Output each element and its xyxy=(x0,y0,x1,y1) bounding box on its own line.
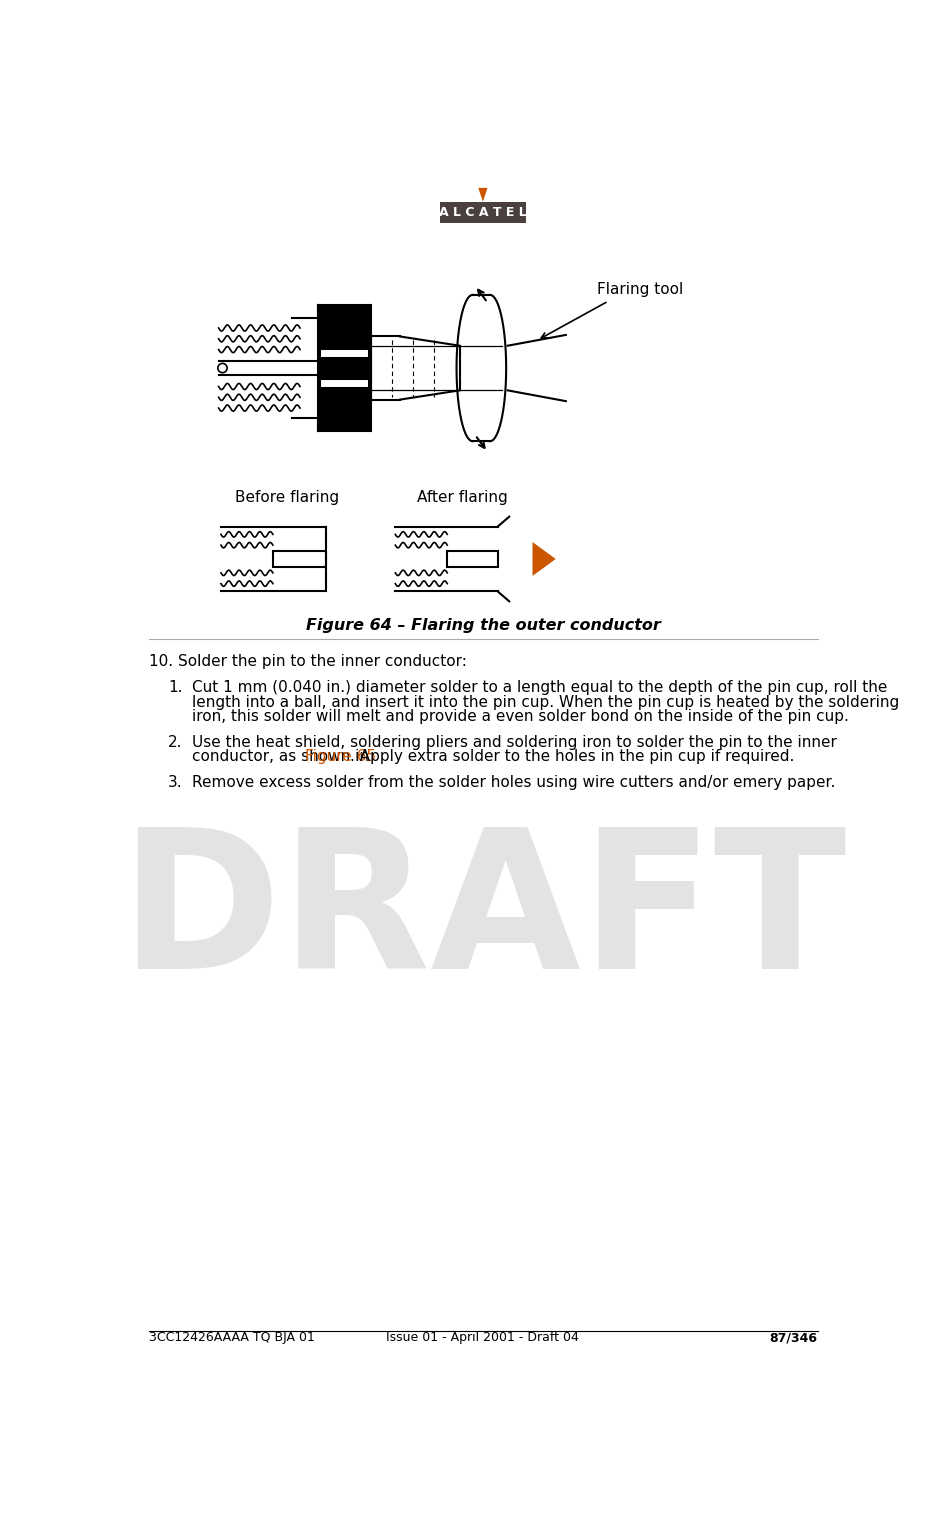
Text: DRAFT: DRAFT xyxy=(119,820,847,1009)
Text: Issue 01 - April 2001 - Draft 04: Issue 01 - April 2001 - Draft 04 xyxy=(387,1332,579,1344)
Text: conductor, as shown in: conductor, as shown in xyxy=(191,750,373,764)
Text: length into a ball, and insert it into the pin cup. When the pin cup is heated b: length into a ball, and insert it into t… xyxy=(191,695,899,710)
Text: 2.: 2. xyxy=(168,734,183,750)
Text: A L C A T E L: A L C A T E L xyxy=(439,206,527,218)
FancyBboxPatch shape xyxy=(439,202,526,223)
Text: Flaring tool: Flaring tool xyxy=(597,282,683,298)
Bar xyxy=(318,305,371,431)
Text: iron, this solder will melt and provide a even solder bond on the inside of the : iron, this solder will melt and provide … xyxy=(191,709,849,724)
Text: 1.: 1. xyxy=(168,680,183,695)
Text: Cut 1 mm (0.040 in.) diameter solder to a length equal to the depth of the pin c: Cut 1 mm (0.040 in.) diameter solder to … xyxy=(191,680,886,695)
Bar xyxy=(447,551,498,567)
Polygon shape xyxy=(533,542,555,576)
Polygon shape xyxy=(478,188,488,202)
Text: 3.: 3. xyxy=(168,774,183,789)
Text: . Apply extra solder to the holes in the pin cup if required.: . Apply extra solder to the holes in the… xyxy=(350,750,794,764)
Text: Figure 64 – Flaring the outer conductor: Figure 64 – Flaring the outer conductor xyxy=(306,618,660,634)
Text: After flaring: After flaring xyxy=(418,490,508,505)
Text: Before flaring: Before flaring xyxy=(235,490,339,505)
Text: Remove excess solder from the solder holes using wire cutters and/or emery paper: Remove excess solder from the solder hol… xyxy=(191,774,835,789)
Bar xyxy=(273,551,325,567)
Text: 87/346: 87/346 xyxy=(769,1332,818,1344)
Text: 10. Solder the pin to the inner conductor:: 10. Solder the pin to the inner conducto… xyxy=(149,655,467,669)
Text: Use the heat shield, soldering pliers and soldering iron to solder the pin to th: Use the heat shield, soldering pliers an… xyxy=(191,734,836,750)
Text: 3CC12426AAAA TQ BJA 01: 3CC12426AAAA TQ BJA 01 xyxy=(149,1332,315,1344)
Text: Figure 65: Figure 65 xyxy=(306,750,376,764)
